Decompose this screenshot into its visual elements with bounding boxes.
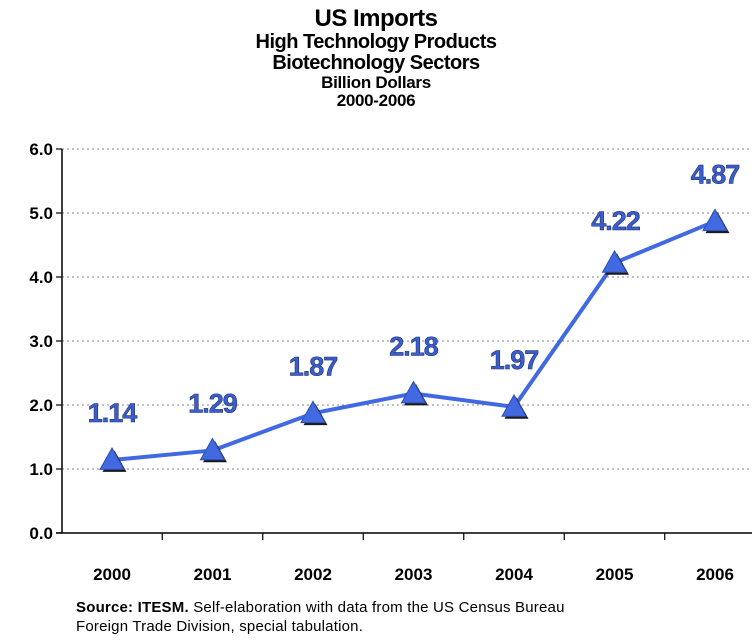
chart-title-block: US Imports High Technology Products Biot… (0, 6, 752, 110)
x-tick-label: 2004 (495, 565, 533, 584)
data-point-marker (199, 437, 226, 461)
chart-subtitle-4: 2000-2006 (336, 91, 416, 110)
y-tick-label: 2.0 (29, 396, 53, 415)
y-tick-label: 5.0 (29, 204, 53, 223)
x-tick-label: 2000 (93, 565, 131, 584)
data-label: 1.97 (490, 345, 539, 375)
data-point-marker (99, 447, 125, 470)
data-label: 1.14 (88, 398, 138, 428)
axes (56, 148, 752, 540)
x-tick-label: 2001 (194, 565, 232, 584)
data-markers (99, 208, 730, 472)
data-label: 1.87 (289, 351, 338, 381)
x-tick-label: 2003 (395, 565, 433, 584)
data-label: 1.29 (188, 388, 238, 418)
data-point-marker (601, 249, 628, 273)
source-text: Self-elaboration with data from the US C… (188, 599, 565, 616)
y-tick-label: 0.0 (29, 524, 53, 543)
x-tick-label: 2005 (596, 565, 634, 584)
gridlines (62, 148, 752, 470)
x-tick-label: 2002 (294, 565, 332, 584)
source-line-1: Source: ITESM. Self-elaboration with dat… (76, 598, 752, 617)
data-label: 2.18 (389, 331, 439, 361)
chart-subtitle-1: High Technology Products (255, 31, 497, 53)
source-lead: Source: ITESM. (76, 599, 189, 616)
data-label: 4.87 (691, 159, 740, 189)
data-point-marker (702, 208, 728, 232)
y-tick-label: 4.0 (29, 268, 53, 287)
y-tick-label: 3.0 (29, 332, 53, 351)
data-point-marker (300, 400, 326, 424)
data-point-marker (501, 393, 527, 417)
source-note: Source: ITESM. Self-elaboration with dat… (76, 598, 752, 636)
x-tick-labels: 2000 2001 2002 2003 2004 2005 2006 (93, 565, 734, 584)
data-label: 4.22 (591, 206, 640, 236)
chart-subtitle-2: Biotechnology Sectors (272, 52, 480, 74)
y-tick-labels: 0.0 1.0 2.0 3.0 4.0 5.0 6.0 (29, 140, 53, 543)
x-tick-label: 2006 (696, 565, 734, 584)
data-labels: 1.14 1.29 1.87 2.18 1.97 4.22 4.87 (87, 159, 740, 428)
chart-title: US Imports (314, 5, 438, 32)
data-point-marker (400, 380, 427, 404)
source-line-2: Foreign Trade Division, special tabulati… (76, 618, 364, 635)
y-tick-label: 1.0 (29, 460, 53, 479)
chart-subtitle-3: Billion Dollars (321, 73, 431, 92)
y-tick-label: 6.0 (29, 140, 53, 159)
